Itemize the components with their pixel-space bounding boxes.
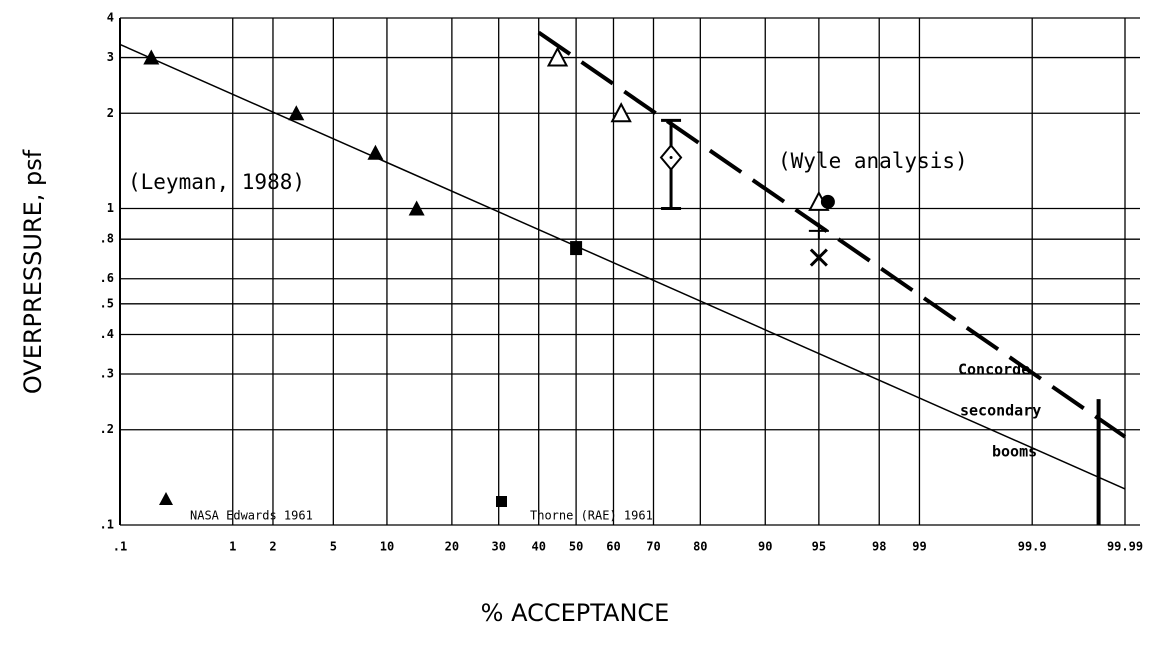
x-tick-label: 30 <box>491 540 505 554</box>
marker-dot <box>669 155 673 159</box>
y-axis-label: OVERPRESSURE, psf <box>19 149 47 394</box>
x-tick-label: 80 <box>693 540 707 554</box>
legend-marker <box>159 492 173 505</box>
x-tick-label: 20 <box>445 540 459 554</box>
y-tick-label: .8 <box>100 232 114 246</box>
y-tick-label: .2 <box>100 422 114 436</box>
marker <box>610 102 632 123</box>
marker <box>288 105 305 121</box>
y-tick-label: 2 <box>107 106 114 120</box>
x-tick-label: 1 <box>229 540 236 554</box>
x-tick-label: 90 <box>758 540 772 554</box>
y-tick-label: .6 <box>100 271 114 285</box>
y-tick-label: .3 <box>100 367 114 381</box>
annotation: (Wyle analysis) <box>778 149 968 173</box>
annotation: secondary <box>960 402 1041 420</box>
y-tick-label: .4 <box>100 327 114 341</box>
marker <box>570 241 583 256</box>
x-tick-label: 10 <box>380 540 394 554</box>
marker <box>408 200 425 216</box>
x-tick-label: 50 <box>569 540 583 554</box>
x-tick-label: 99.9 <box>1018 540 1047 554</box>
marker <box>367 144 384 160</box>
legend-label: NASA Edwards 1961 <box>190 509 313 523</box>
x-tick-label: 98 <box>872 540 886 554</box>
fit-line <box>537 30 1127 439</box>
x-tick-label: .1 <box>113 540 127 554</box>
y-tick-label: .1 <box>100 518 114 532</box>
y-tick-label: 3 <box>107 50 114 64</box>
y-tick-label: 1 <box>107 201 114 215</box>
y-tick-label: .5 <box>100 296 114 310</box>
fit-line <box>119 43 1126 490</box>
legend-label: Thorne (RAE) 1961 <box>530 509 653 523</box>
marker <box>808 222 829 239</box>
x-tick-label: 99 <box>912 540 926 554</box>
marker <box>809 248 828 267</box>
x-tick-label: 60 <box>606 540 620 554</box>
legend-marker <box>496 496 507 507</box>
y-tick-label: 4 <box>107 11 114 25</box>
x-tick-label: 5 <box>330 540 337 554</box>
x-tick-label: 40 <box>531 540 545 554</box>
x-tick-label: 2 <box>269 540 276 554</box>
marker <box>546 46 569 67</box>
marker <box>820 194 835 209</box>
marker <box>143 49 160 65</box>
annotation: (Leyman, 1988) <box>128 170 305 194</box>
x-tick-label: 95 <box>812 540 826 554</box>
x-tick-label: 70 <box>646 540 660 554</box>
x-axis-label: % ACCEPTANCE <box>481 599 670 627</box>
legend: NASA Edwards 1961 Thorne (RAE) 1961 <box>159 492 653 523</box>
annotation: booms <box>992 443 1037 461</box>
x-tick-label: 99.99 <box>1107 540 1143 554</box>
